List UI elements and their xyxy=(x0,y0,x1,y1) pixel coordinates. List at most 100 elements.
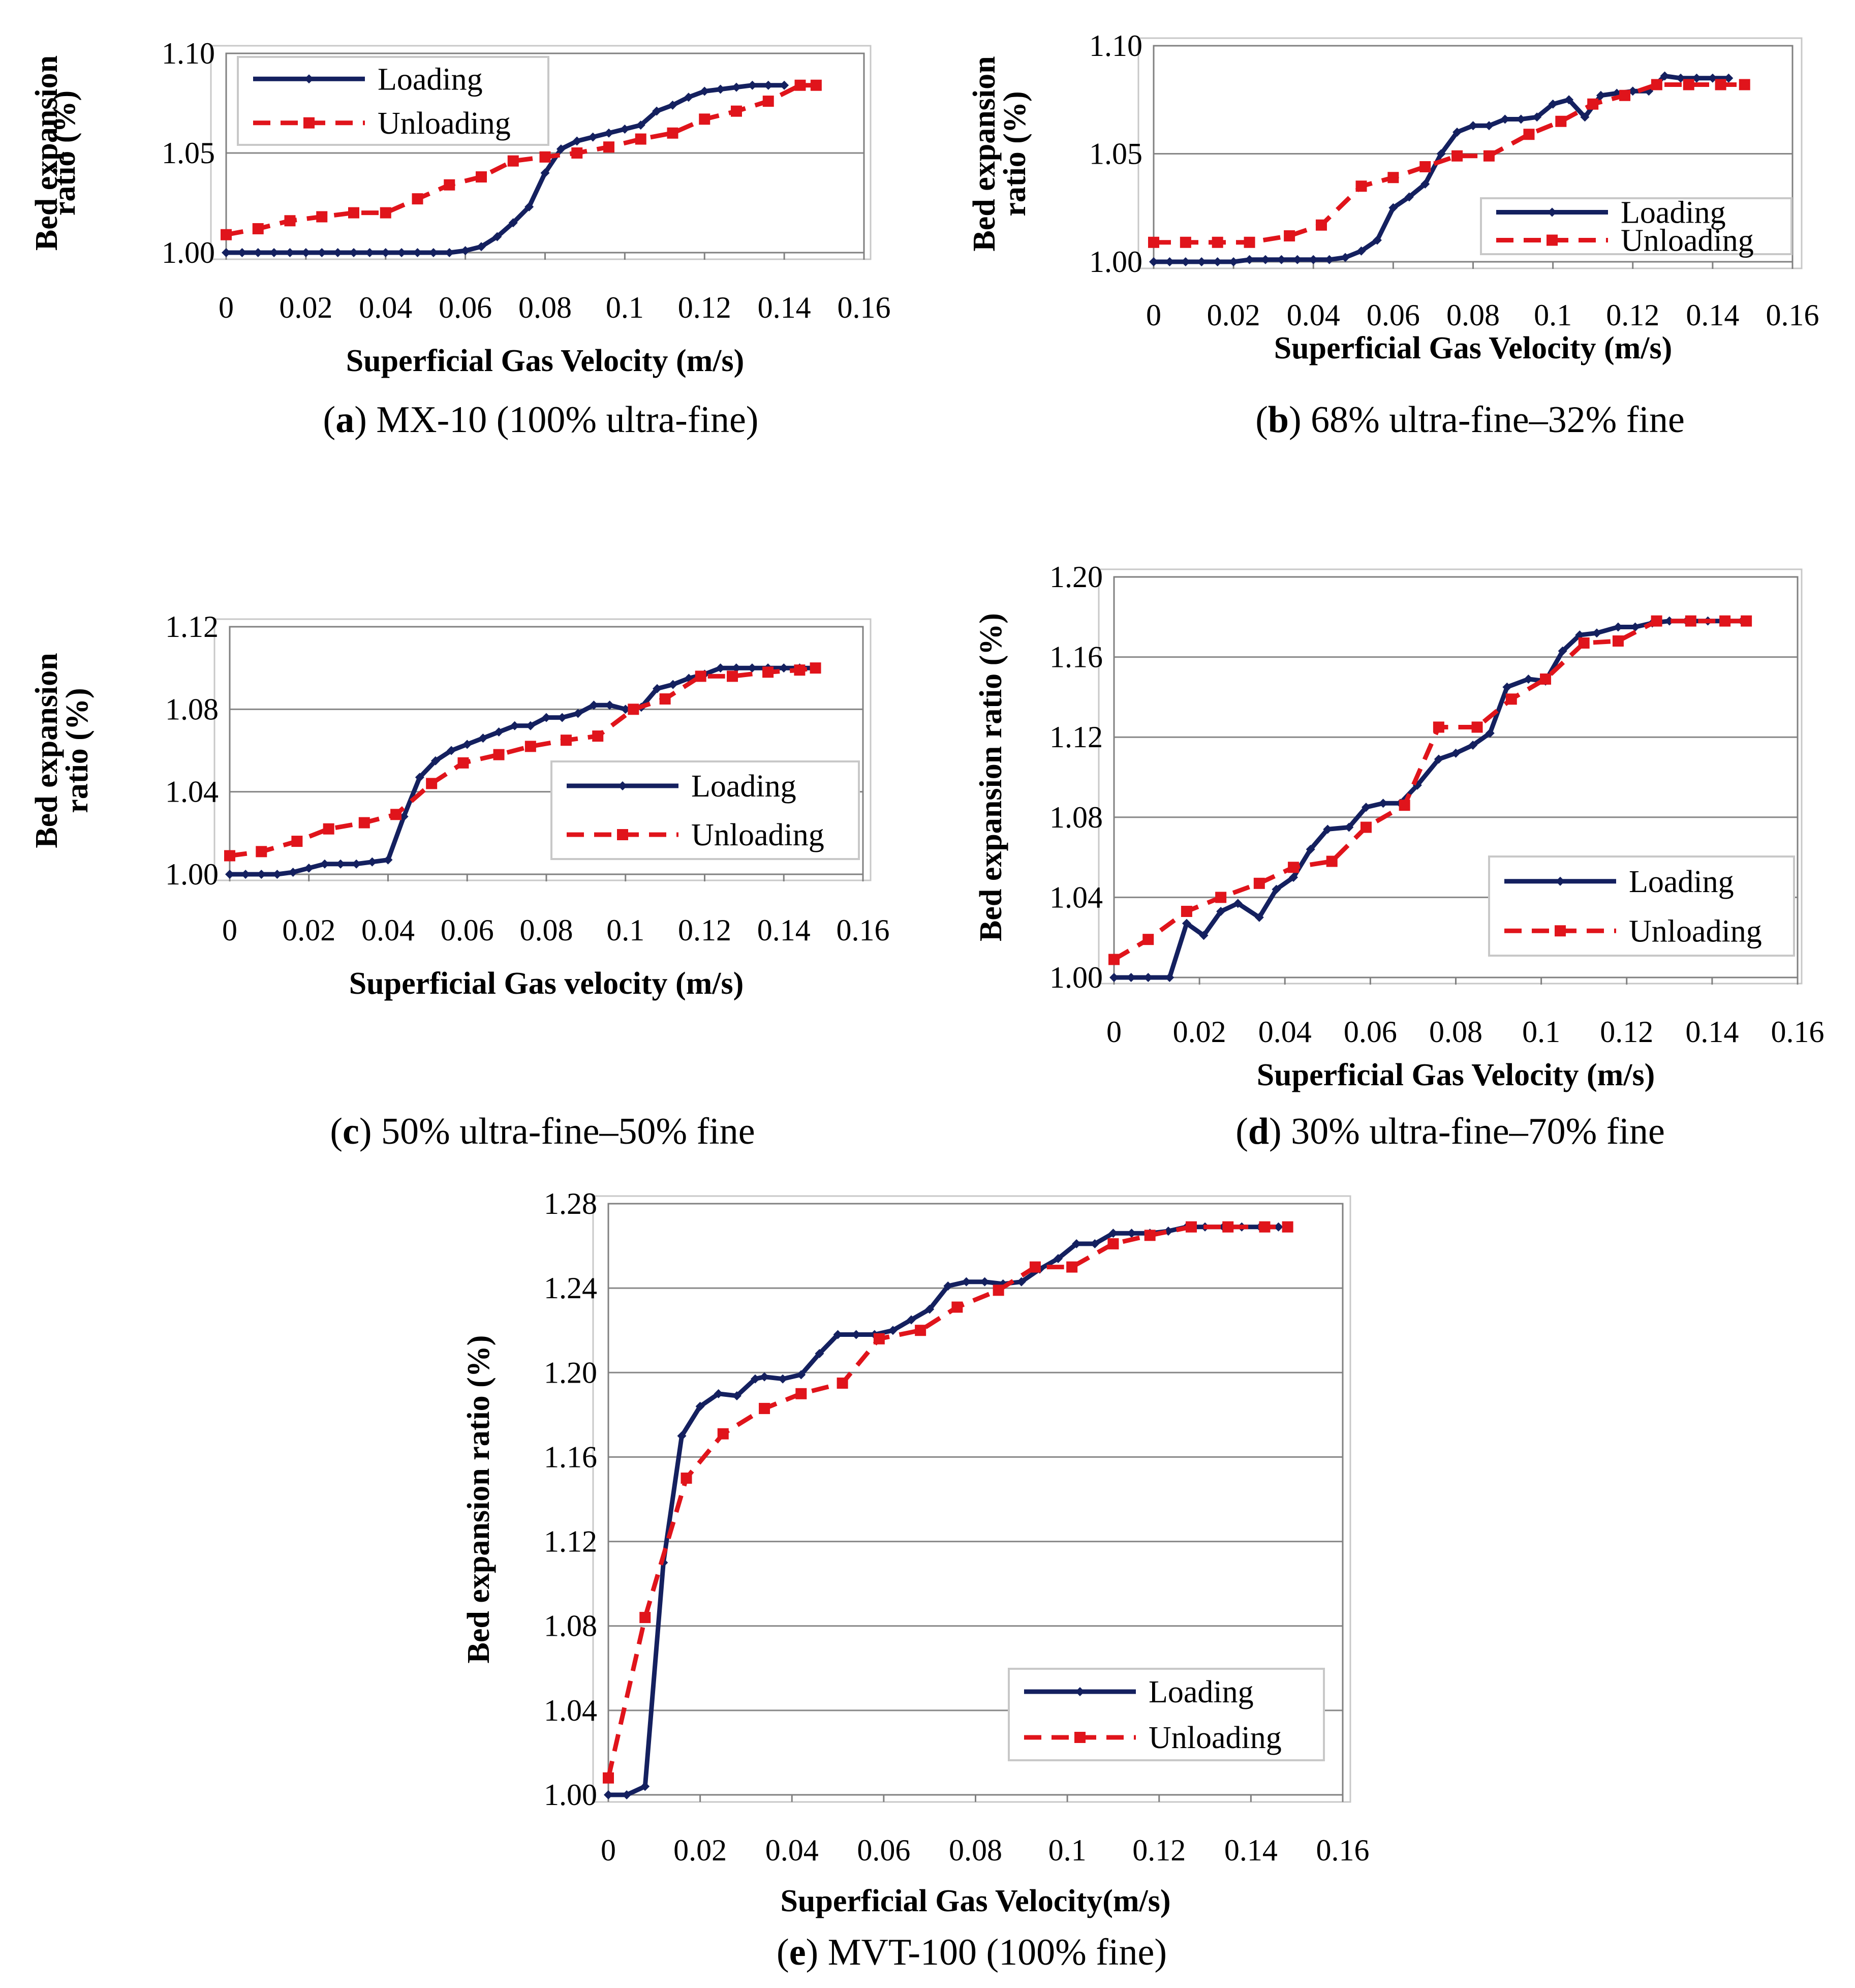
data-point xyxy=(430,756,440,766)
series-loading xyxy=(222,80,789,257)
legend-marker xyxy=(1548,207,1557,217)
data-point xyxy=(1341,253,1350,262)
data-point xyxy=(336,859,346,869)
caption-paren: ) xyxy=(354,399,376,441)
data-point xyxy=(221,229,232,240)
data-point xyxy=(493,749,505,760)
data-point xyxy=(1066,1261,1078,1273)
data-point xyxy=(779,663,789,673)
data-point xyxy=(684,93,693,102)
data-point xyxy=(1361,803,1371,812)
data-point xyxy=(390,809,402,820)
y-axis-title: Bed expansion xyxy=(29,55,64,251)
data-point xyxy=(237,248,247,257)
x-tick-label: 0.12 xyxy=(1600,1015,1653,1049)
data-point xyxy=(525,721,535,730)
series-unloading xyxy=(1148,79,1750,248)
data-point xyxy=(1500,114,1510,124)
data-point xyxy=(653,684,662,693)
x-axis-title: Superficial Gas Velocity (m/s) xyxy=(1257,1058,1655,1092)
data-point xyxy=(507,155,519,167)
chart-caption: (b) 68% ultra-fine–32% fine xyxy=(1255,399,1685,441)
data-point xyxy=(320,859,329,869)
x-tick-label: 0 xyxy=(601,1833,616,1867)
chart-frame xyxy=(210,45,872,260)
x-axis-title: Superficial Gas velocity (m/s) xyxy=(349,966,744,1001)
data-point xyxy=(780,80,789,90)
data-point xyxy=(257,870,266,879)
caption-paren: ( xyxy=(1235,1111,1248,1152)
data-point xyxy=(1180,236,1191,248)
data-point xyxy=(1284,230,1295,241)
data-point xyxy=(731,105,742,117)
data-point xyxy=(1419,161,1431,172)
data-point xyxy=(1360,821,1372,833)
data-point xyxy=(759,1402,770,1414)
data-point xyxy=(668,680,678,689)
data-point xyxy=(348,207,359,219)
data-point xyxy=(1619,89,1631,101)
data-point xyxy=(652,106,662,116)
data-point xyxy=(1468,121,1478,131)
data-point xyxy=(1719,615,1731,627)
data-point xyxy=(1274,1222,1283,1232)
data-point xyxy=(241,870,251,879)
data-point xyxy=(1108,1229,1118,1238)
x-tick-label: 0.02 xyxy=(279,291,332,324)
caption-paren: ) xyxy=(1289,399,1311,441)
series-unloading xyxy=(221,79,822,240)
x-tick-label: 0.14 xyxy=(1686,298,1739,332)
x-tick-label: 0.08 xyxy=(949,1833,1002,1867)
data-point xyxy=(1676,73,1686,83)
data-point xyxy=(358,817,370,829)
data-point xyxy=(572,136,582,146)
data-point xyxy=(540,168,550,178)
data-point xyxy=(323,823,334,835)
data-point xyxy=(1451,748,1461,758)
caption-text: MX-10 (100% ultra-fine) xyxy=(376,399,758,441)
x-tick-label: 0.04 xyxy=(359,291,412,324)
data-point xyxy=(1613,622,1623,632)
y-tick-label: 1.12 xyxy=(544,1525,597,1558)
data-point xyxy=(1468,740,1478,750)
data-point xyxy=(1212,236,1223,248)
x-tick-label: 0.08 xyxy=(1429,1015,1482,1049)
x-tick-label: 0.12 xyxy=(678,913,731,947)
data-point xyxy=(1404,192,1414,202)
legend-box xyxy=(550,760,860,860)
y-tick-label: 1.00 xyxy=(1049,961,1103,994)
data-point xyxy=(732,82,741,92)
data-point xyxy=(462,740,472,749)
data-point xyxy=(1532,112,1542,122)
x-tick-label: 0.16 xyxy=(837,913,890,947)
data-point xyxy=(1288,862,1300,873)
data-point xyxy=(727,670,738,682)
data-point xyxy=(592,730,604,742)
data-point xyxy=(1165,257,1174,266)
data-point xyxy=(605,700,614,710)
data-point xyxy=(717,1428,729,1440)
y-tick-label: 1.08 xyxy=(544,1609,597,1643)
data-point xyxy=(492,232,502,241)
x-tick-label: 0.14 xyxy=(1224,1833,1278,1867)
data-point xyxy=(951,1301,963,1313)
chart-caption: (c) 50% ultra-fine–50% fine xyxy=(330,1111,755,1152)
data-point xyxy=(1222,1221,1234,1233)
data-point xyxy=(1452,128,1462,137)
data-point xyxy=(762,96,774,107)
data-point xyxy=(1216,906,1226,916)
caption-paren: ) xyxy=(359,1111,381,1152)
x-axis-title: Superficial Gas Velocity (m/s) xyxy=(1274,331,1673,365)
data-point xyxy=(571,147,583,159)
data-point xyxy=(1109,973,1119,982)
legend-label-loading: Loading xyxy=(1629,865,1734,899)
caption-text: 50% ultra-fine–50% fine xyxy=(381,1111,755,1152)
x-tick-label: 0.16 xyxy=(838,291,891,324)
data-point xyxy=(1144,1230,1156,1241)
legend: Loading Unloading xyxy=(550,760,860,860)
y-tick-label: 1.04 xyxy=(1049,880,1103,914)
data-point xyxy=(573,709,583,718)
data-point xyxy=(1523,129,1535,140)
x-tick-label: 0.1 xyxy=(606,913,644,947)
legend-marker xyxy=(1556,876,1565,886)
